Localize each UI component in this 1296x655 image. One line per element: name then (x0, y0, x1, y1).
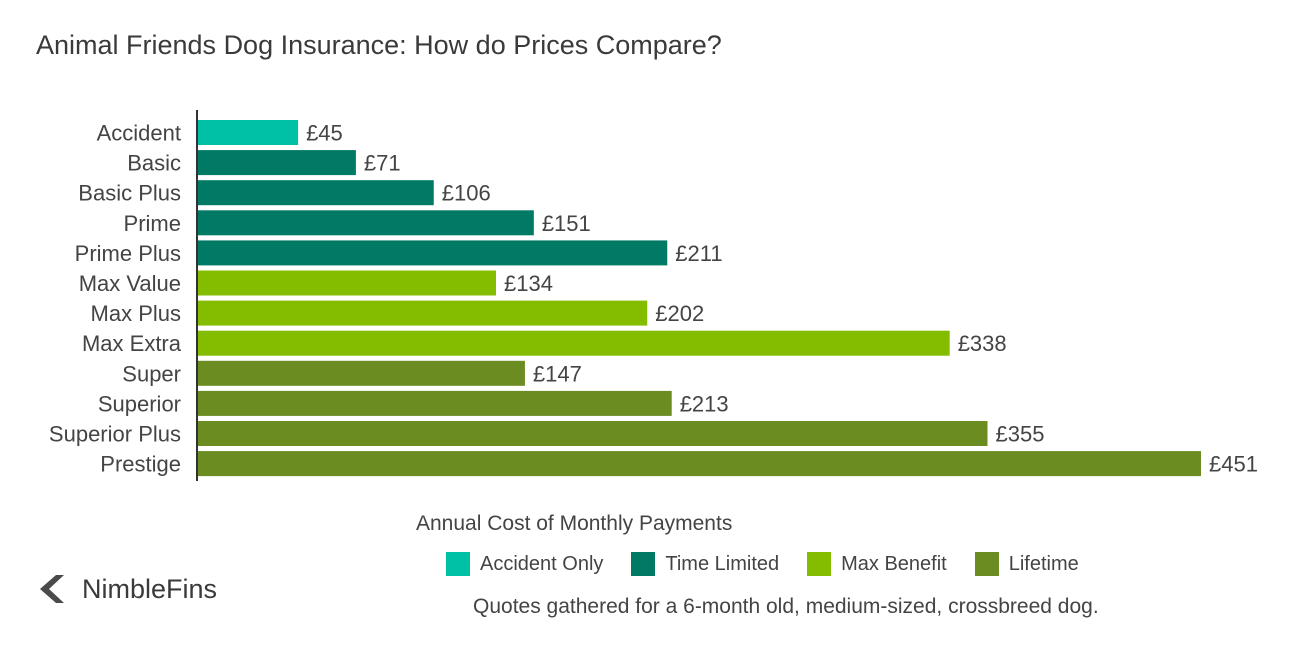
bar-max-plus (198, 301, 647, 326)
legend-swatch (975, 552, 999, 576)
legend-item-time-limited: Time Limited (631, 552, 779, 576)
category-label: Prestige (100, 452, 181, 477)
category-label: Super (122, 361, 181, 386)
category-label: Max Plus (91, 301, 181, 326)
bar-max-value (198, 271, 496, 296)
category-label: Accident (97, 121, 181, 146)
legend-label: Time Limited (665, 553, 779, 576)
footnote: Quotes gathered for a 6-month old, mediu… (473, 595, 1099, 619)
legend-item-lifetime: Lifetime (975, 552, 1079, 576)
legend-item-max-benefit: Max Benefit (807, 552, 947, 576)
category-label: Basic Plus (78, 181, 181, 206)
bar-prime-plus (198, 240, 667, 265)
category-label: Prime (124, 211, 181, 236)
value-label: £338 (958, 331, 1007, 356)
value-label: £202 (655, 301, 704, 326)
category-label: Basic (127, 151, 181, 176)
value-label: £451 (1209, 452, 1258, 477)
value-label: £45 (306, 121, 343, 146)
category-label: Prime Plus (75, 241, 181, 266)
legend-swatch (631, 552, 655, 576)
legend-item-accident-only: Accident Only (446, 552, 603, 576)
value-label: £213 (680, 391, 729, 416)
category-label: Max Extra (82, 331, 182, 356)
chevron-left-icon (36, 573, 76, 605)
bar-max-extra (198, 331, 950, 356)
legend-label: Lifetime (1009, 553, 1079, 576)
value-label: £355 (996, 422, 1045, 447)
category-label: Superior Plus (49, 422, 181, 447)
legend: Accident Only Time Limited Max Benefit Life… (446, 552, 1107, 576)
value-label: £147 (533, 361, 582, 386)
bar-super (198, 361, 525, 386)
x-axis-title: Annual Cost of Monthly Payments (416, 512, 732, 536)
bar-superior (198, 391, 672, 416)
category-label: Max Value (79, 271, 181, 296)
value-label: £211 (675, 241, 722, 266)
legend-swatch (446, 552, 470, 576)
value-label: £71 (364, 151, 401, 176)
bar-accident (198, 120, 298, 145)
value-label: £106 (442, 181, 491, 206)
legend-label: Accident Only (480, 553, 603, 576)
bar-prime (198, 210, 534, 235)
category-label: Superior (98, 391, 181, 416)
brand-name: NimbleFins (82, 574, 217, 605)
brand-logo: NimbleFins (36, 573, 217, 605)
value-label: £151 (542, 211, 591, 236)
bar-prestige (198, 451, 1201, 476)
legend-label: Max Benefit (841, 553, 947, 576)
bar-basic-plus (198, 180, 434, 205)
legend-swatch (807, 552, 831, 576)
bar-superior-plus (198, 421, 988, 446)
bar-basic (198, 150, 356, 175)
value-label: £134 (504, 271, 553, 296)
